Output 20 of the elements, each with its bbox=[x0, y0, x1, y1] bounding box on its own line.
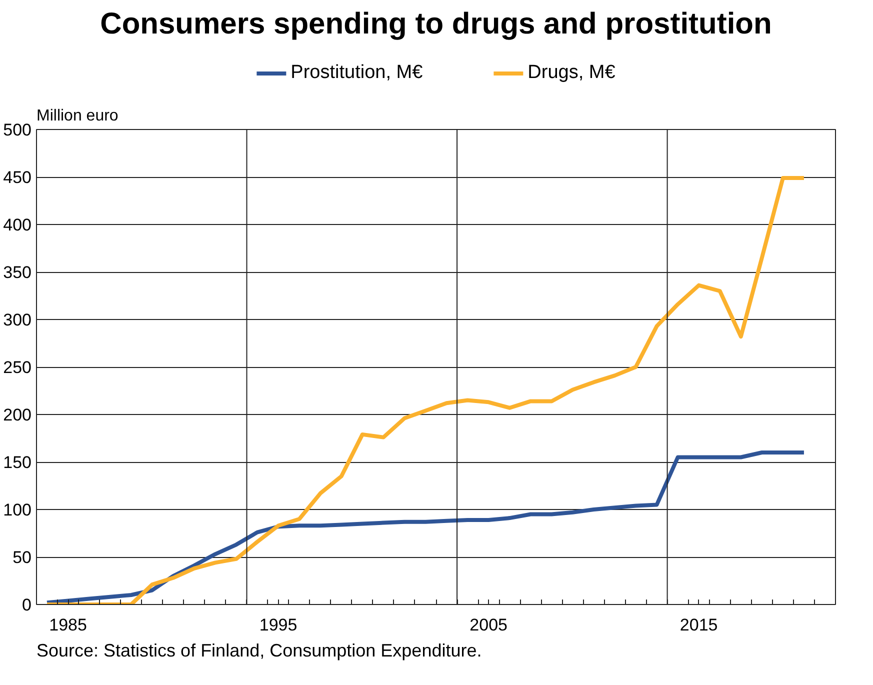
x-tick-label: 2015 bbox=[680, 616, 718, 634]
legend-label: Drugs, M€ bbox=[528, 62, 616, 84]
x-tick-label: 1995 bbox=[259, 616, 298, 634]
y-axis-title: Million euro bbox=[36, 108, 118, 124]
y-tick-label: 400 bbox=[3, 216, 32, 234]
y-tick-label: 100 bbox=[3, 500, 32, 520]
y-tick-label: 300 bbox=[3, 310, 32, 330]
y-tick-label: 0 bbox=[22, 596, 32, 614]
legend-label: Prostitution, M€ bbox=[290, 62, 423, 84]
x-tick-label: 2005 bbox=[470, 616, 508, 634]
source-note: Source: Statistics of Finland, Consumption Expenditure. bbox=[36, 640, 482, 660]
y-tick-label: 250 bbox=[3, 358, 32, 377]
y-tick-label: 450 bbox=[3, 168, 32, 187]
y-tick-label: 50 bbox=[12, 548, 32, 567]
chart-title: Consumers spending to drugs and prostitution bbox=[100, 8, 772, 40]
y-tick-label: 500 bbox=[3, 120, 32, 140]
y-tick-label: 200 bbox=[3, 406, 32, 424]
y-tick-label: 150 bbox=[3, 453, 32, 472]
y-tick-label: 350 bbox=[3, 263, 32, 282]
x-tick-label: 1985 bbox=[49, 616, 87, 634]
